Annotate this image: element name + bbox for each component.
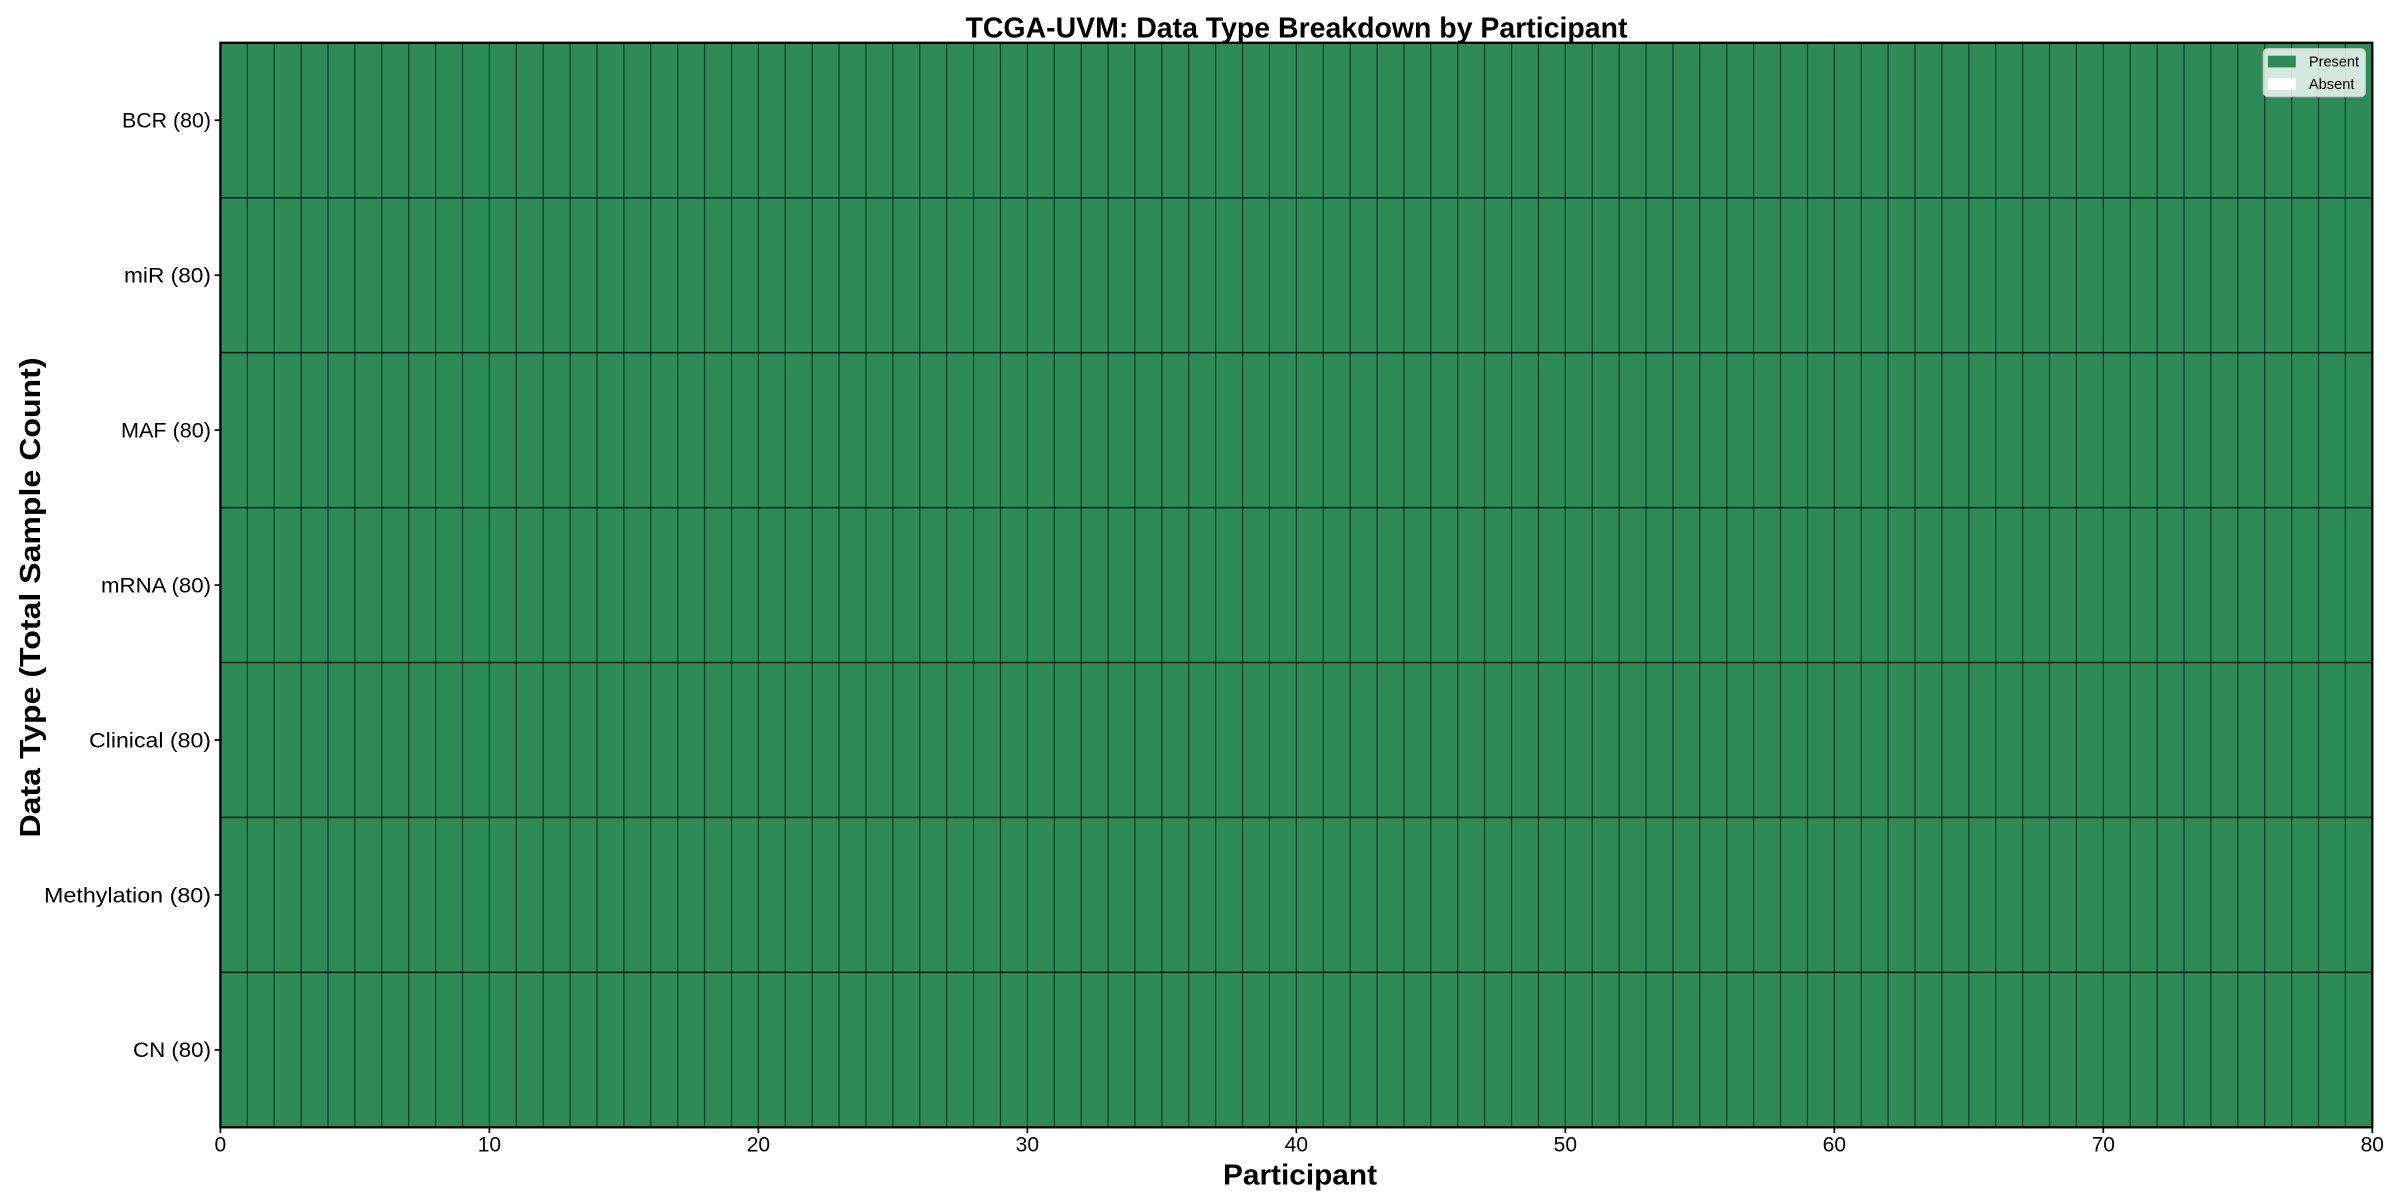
svg-text:80: 80 — [2361, 1134, 2384, 1157]
svg-text:TCGA-UVM: Data Type Breakdown: TCGA-UVM: Data Type Breakdown by Partici… — [966, 13, 1628, 45]
svg-text:60: 60 — [1823, 1134, 1846, 1157]
svg-text:30: 30 — [1016, 1134, 1039, 1157]
svg-text:0: 0 — [215, 1134, 227, 1157]
svg-text:70: 70 — [2092, 1134, 2115, 1157]
svg-text:Participant: Participant — [1223, 1159, 1377, 1191]
svg-text:Clinical (80): Clinical (80) — [89, 729, 211, 752]
svg-text:20: 20 — [747, 1134, 770, 1157]
svg-text:CN (80): CN (80) — [133, 1039, 211, 1062]
svg-text:Methylation (80): Methylation (80) — [44, 884, 211, 907]
svg-text:10: 10 — [478, 1134, 501, 1157]
svg-text:40: 40 — [1285, 1134, 1308, 1157]
svg-text:miR (80): miR (80) — [124, 265, 211, 288]
svg-text:50: 50 — [1554, 1134, 1577, 1157]
svg-text:BCR (80): BCR (80) — [122, 110, 211, 133]
svg-text:mRNA (80): mRNA (80) — [101, 574, 211, 597]
svg-text:Present: Present — [2309, 55, 2359, 71]
svg-text:MAF (80): MAF (80) — [121, 420, 211, 443]
svg-text:Absent: Absent — [2309, 77, 2355, 93]
svg-text:Data Type (Total Sample Count): Data Type (Total Sample Count) — [15, 358, 47, 838]
